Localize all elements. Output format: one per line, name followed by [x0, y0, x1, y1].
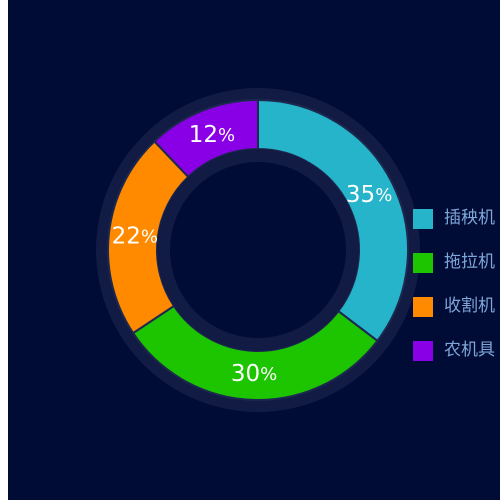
legend-label: 农机具 [444, 340, 495, 360]
legend-swatch [413, 341, 433, 361]
legend-swatch [413, 253, 433, 273]
legend-swatch [413, 209, 433, 229]
donut-chart: 35% 30% 22% 12% [96, 88, 420, 412]
legend-label: 拖拉机 [444, 252, 495, 272]
legend-label: 插秧机 [444, 208, 495, 228]
slice-labels: 35% 30% 22% 12% [112, 122, 393, 387]
chart-panel: 35% 30% 22% 12% 插秧机拖拉机收割机农机具 [8, 0, 500, 500]
legend-swatch [413, 297, 433, 317]
donut-hole [170, 162, 346, 338]
slice-label-3: 22% [112, 223, 158, 249]
slice-label-4: 12% [189, 122, 235, 148]
slice-label-2: 30% [231, 361, 277, 387]
donut-slices [107, 98, 409, 401]
donut-slice-1[interactable] [257, 98, 409, 343]
legend-label: 收割机 [444, 296, 495, 316]
slice-label-1: 35% [346, 182, 392, 208]
